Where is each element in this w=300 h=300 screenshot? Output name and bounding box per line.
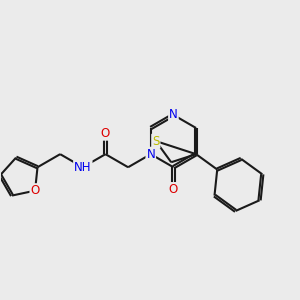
Text: O: O [30,184,40,197]
Text: N: N [169,108,178,122]
Text: S: S [152,135,160,148]
Text: NH: NH [74,161,92,174]
Text: N: N [146,148,155,161]
Text: O: O [169,183,178,196]
Text: O: O [101,127,110,140]
